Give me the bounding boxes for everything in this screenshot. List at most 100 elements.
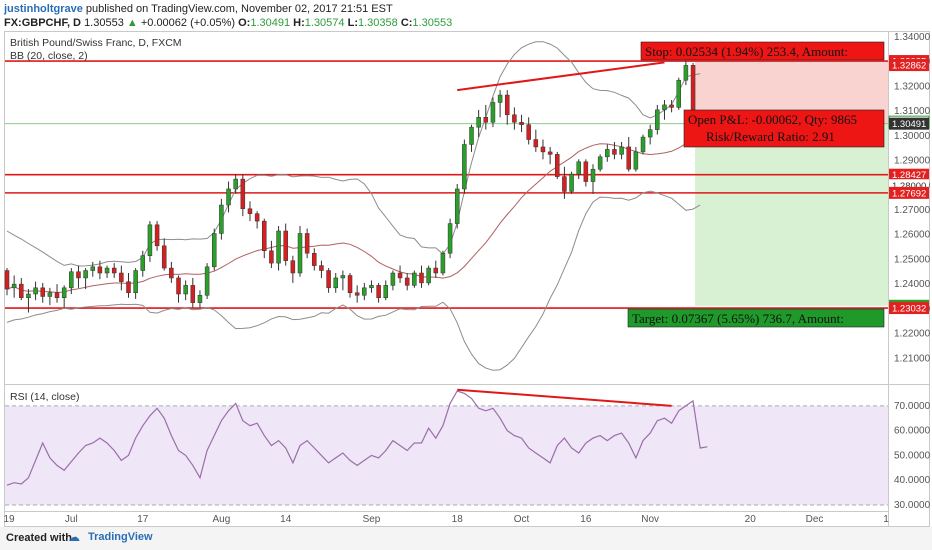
candle-body (626, 146, 631, 170)
candle-body (269, 250, 274, 264)
candle-body (304, 233, 310, 254)
price-pane-title: British Pound/Swiss Franc, D, FXCM (10, 37, 182, 49)
candle-body (555, 154, 560, 177)
candle-body (597, 156, 603, 170)
candle-body (61, 287, 67, 298)
candle-body (683, 65, 689, 81)
tradingview-cloud-icon: ☁ (68, 530, 80, 544)
price-axis-badge (889, 302, 929, 315)
candle-body (326, 270, 331, 289)
chart-frame (4, 31, 930, 527)
last-price: 1.30553 (84, 17, 124, 29)
price-tick-label: 1.21000 (894, 353, 931, 364)
candle-body (362, 287, 367, 296)
publish-line: justinholtgrave published on TradingView… (4, 3, 393, 15)
candle-body (354, 292, 360, 296)
candle-body (290, 260, 296, 274)
bb-indicator-label: BB (20, close, 2) (10, 50, 88, 62)
chart-canvas[interactable]: Stop: 0.02534 (1.94%) 253.4, Amount: Open… (0, 0, 932, 527)
candle-body (605, 149, 610, 158)
candle-body (583, 161, 589, 182)
time-tick-label: Sep (363, 514, 381, 525)
candle-body (569, 173, 574, 192)
candle-body (490, 102, 496, 123)
price-change: +0.00062 (+0.05%) (140, 17, 236, 29)
candle-body (676, 79, 682, 108)
candle-body (383, 285, 389, 298)
candle-body (576, 161, 581, 175)
footer-bar: Created with TradingView ☁ (0, 527, 932, 550)
candle-body (147, 224, 153, 256)
time-tick-label: Nov (641, 514, 659, 525)
candle-body (454, 188, 460, 224)
price-axis-badge-label: 1.28000 (892, 181, 926, 192)
candle-body (26, 293, 31, 298)
candle-body (83, 270, 88, 279)
time-tick-label: 19 (3, 514, 15, 525)
price-tick-label: 1.26000 (894, 230, 931, 241)
pnl-label: Open P&L: -0.00062, Qty: 9865 (688, 112, 857, 127)
candle-body (347, 275, 353, 294)
candle-body (247, 208, 253, 214)
symbol-label: FX:GBPCHF, D (4, 17, 81, 29)
candle-body (562, 176, 567, 192)
candle-body (33, 287, 38, 295)
candle-body (476, 117, 481, 128)
low-value: 1.30358 (357, 17, 398, 29)
price-tick-label: 1.32000 (894, 81, 931, 92)
candle-body (519, 121, 524, 125)
candle-body (512, 114, 517, 123)
candle-body (226, 188, 231, 206)
rsi-tick-label: 60.0000 (894, 426, 931, 437)
candle-body (540, 146, 546, 153)
candle-body (204, 266, 210, 296)
author-link[interactable]: justinholtgrave (4, 3, 83, 15)
candle-body (254, 213, 260, 222)
candle-body (419, 272, 424, 284)
candle-body (633, 151, 639, 170)
close-label: C: (400, 17, 413, 29)
price-tick-label: 1.34000 (894, 32, 931, 43)
price-tick-label: 1.27000 (894, 205, 931, 216)
price-tick-label: 1.24000 (894, 279, 931, 290)
target-zone (695, 123, 888, 306)
candle-body (533, 139, 539, 148)
candle-body (183, 285, 188, 295)
candle-body (669, 104, 674, 108)
candle-body (133, 270, 138, 294)
created-with-label: Created with (6, 532, 73, 544)
candle-body (190, 285, 196, 303)
candle-body (97, 266, 103, 274)
time-tick-label: 18 (452, 514, 464, 525)
price-axis-badge-label: 1.27692 (892, 188, 926, 199)
bb-basis-line (6, 138, 701, 294)
price-tick-label: 1.30000 (894, 131, 931, 142)
rsi-tick-label: 50.0000 (894, 450, 931, 461)
candle-body (111, 267, 117, 274)
candle-body (369, 285, 374, 289)
up-arrow-icon: ▲ (126, 17, 138, 29)
candle-body (211, 233, 217, 268)
candle-body (276, 230, 281, 264)
rsi-pane-title: RSI (14, close) (10, 391, 79, 403)
candle-body (126, 281, 131, 294)
candle-body (640, 136, 646, 153)
time-tick-label: Oct (514, 514, 530, 525)
candle-body (662, 104, 667, 111)
candle-body (154, 224, 160, 247)
candle-body (90, 266, 96, 271)
candle-body (176, 277, 181, 295)
rsi-trendline (457, 388, 672, 407)
candle-body (376, 285, 381, 298)
time-tick-label: Aug (212, 514, 230, 525)
candle-body (340, 275, 346, 279)
bb-lower-band (6, 190, 701, 371)
tradingview-brand[interactable]: TradingView (88, 531, 153, 543)
target-label: Target: 0.07367 (5.65%) 736.7, Amount: (632, 311, 844, 326)
candle-body (412, 272, 417, 286)
rsi-tick-label: 40.0000 (894, 475, 931, 486)
candle-body (483, 117, 489, 123)
price-tick-label: 1.29000 (894, 156, 931, 167)
candle-body (440, 252, 446, 274)
candle-body (40, 287, 45, 297)
